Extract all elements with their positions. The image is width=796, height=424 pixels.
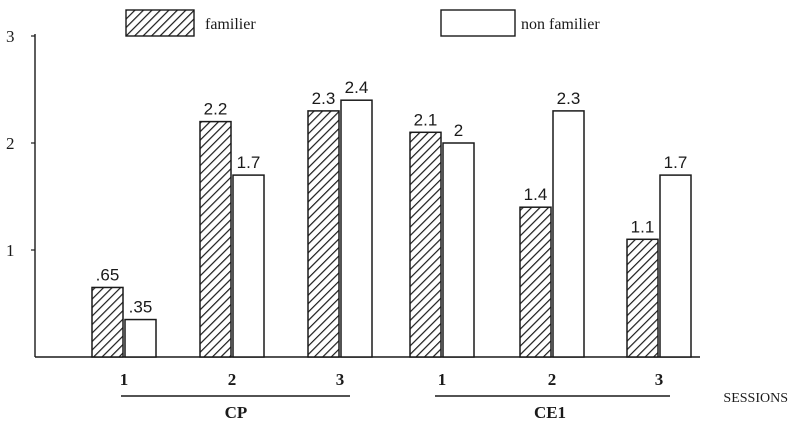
value-label-non-familier: 2.3 [557,89,581,108]
value-label-non-familier: .35 [129,298,153,317]
value-label-non-familier: 2 [454,121,463,140]
group-label: CP [225,403,248,422]
legend-label: familier [205,16,256,33]
legend: familier non familier [125,9,600,37]
value-label-familier: 2.2 [204,100,228,119]
x-axis-label: SESSIONS [723,391,788,406]
value-label-familier: 2.3 [312,89,336,108]
value-label-familier: 1.1 [631,217,655,236]
value-label-non-familier: 1.7 [237,153,261,172]
legend-swatch [440,9,516,37]
bar-familier [199,120,232,358]
y-tick-label: 3 [6,27,15,46]
bar-non-familier [659,174,692,358]
group-label: CE1 [534,403,566,422]
value-label-non-familier: 2.4 [345,78,369,97]
session-label: 1 [438,370,447,389]
bar-familier [519,206,552,358]
bar-non-familier [442,142,475,358]
y-tick-label: 1 [6,241,15,260]
bar-familier [626,238,659,358]
bar-non-familier [232,174,265,358]
session-label: 3 [336,370,345,389]
value-label-familier: .65 [96,265,120,284]
legend-label: non familier [521,16,600,33]
session-label: 3 [655,370,664,389]
bar-non-familier [124,318,157,358]
session-label: 2 [228,370,237,389]
value-label-non-familier: 1.7 [664,153,688,172]
value-label-familier: 1.4 [524,185,548,204]
bar-familier [91,286,124,358]
y-tick-label: 2 [6,134,15,153]
value-label-familier: 2.1 [414,110,438,129]
bar-non-familier [552,110,585,358]
session-label: 1 [120,370,129,389]
bar-familier [307,110,340,358]
labels-layer: 1 2 3 .65 .35 1 2.2 1.7 2 2.3 2.4 3 CP 2.1 2 1 1.4 2.3 2 1.… [6,27,788,422]
legend-swatch [125,9,195,37]
bar-non-familier [340,99,373,358]
bars-layer [91,99,692,358]
session-label: 2 [548,370,557,389]
bar-familier [409,131,442,358]
